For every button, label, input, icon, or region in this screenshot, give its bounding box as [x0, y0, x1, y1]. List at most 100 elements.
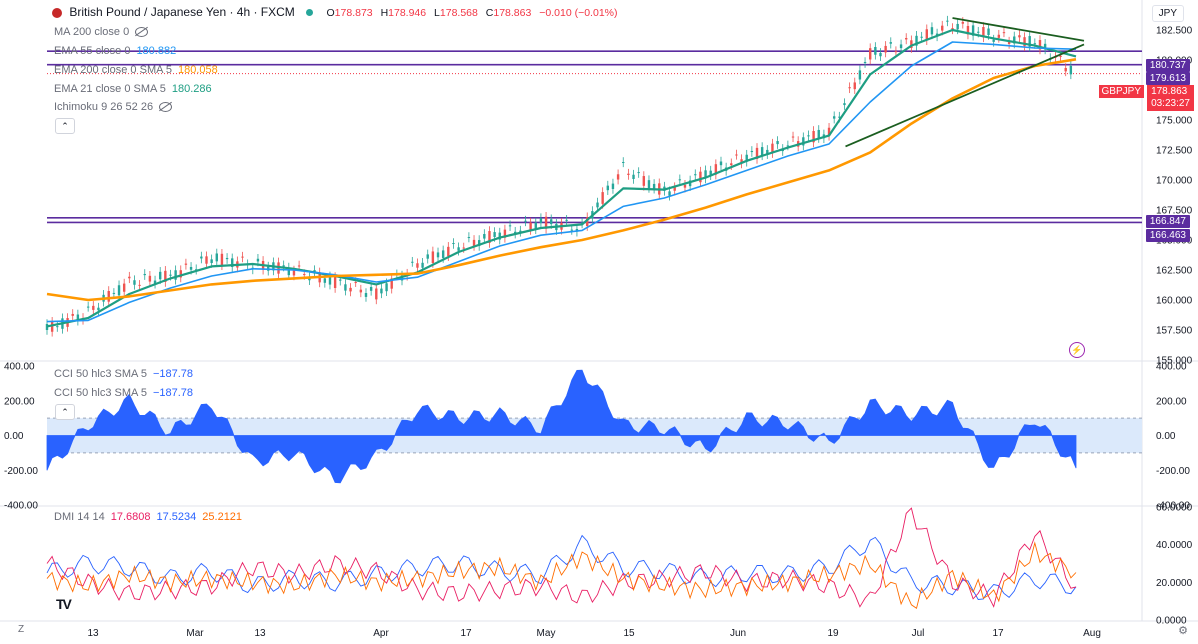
candle-body — [920, 36, 923, 38]
cci-tick-label: -200.00 — [1156, 466, 1190, 477]
time-tick-label: 13 — [87, 628, 99, 639]
candle-body — [519, 230, 522, 232]
gear-icon[interactable]: ⚙ — [1178, 625, 1188, 637]
candle-body — [565, 219, 568, 221]
legend-ema200[interactable]: EMA 200 close 0 SMA 5 180.058 — [54, 64, 218, 76]
candle-body — [179, 270, 182, 278]
candle-body — [225, 257, 229, 260]
candle-body — [858, 70, 862, 80]
candle-body — [241, 256, 244, 258]
candle-body — [622, 162, 625, 164]
candle-body — [308, 277, 311, 281]
legend-cci-1[interactable]: CCI 50 hlc3 SMA 5 −187.78 — [54, 368, 194, 380]
price-tick-label: 167.500 — [1156, 206, 1193, 217]
candle-body — [534, 222, 537, 230]
collapse-legend-button[interactable]: ⌃ — [55, 118, 75, 134]
candle-body — [812, 130, 815, 143]
candle-body — [256, 258, 260, 262]
candle-body — [905, 38, 908, 40]
candle-body — [45, 324, 49, 330]
candle-body — [863, 62, 867, 64]
candle-body — [791, 136, 795, 138]
candle-body — [333, 277, 337, 288]
candle-body — [956, 23, 959, 30]
legend-ema55[interactable]: EMA 55 close 0 180.882 — [54, 45, 177, 57]
time-tick-label: 17 — [460, 628, 472, 639]
dmi-line-2 — [46, 507, 1077, 608]
price-tick-label: 157.500 — [1156, 326, 1193, 337]
candle-body — [467, 237, 471, 239]
time-tick-label: 17 — [992, 628, 1004, 639]
candle-body — [735, 154, 738, 156]
candle-body — [848, 87, 851, 89]
time-tick-label: Mar — [186, 628, 204, 639]
candle-body — [550, 219, 553, 225]
candle-body — [683, 184, 687, 188]
candle-body — [730, 163, 733, 166]
legend-ma200[interactable]: MA 200 close 0 — [54, 26, 149, 38]
legend-ema21[interactable]: EMA 21 close 0 SMA 5 180.286 — [54, 83, 212, 95]
candle-body — [508, 225, 512, 227]
candle-body — [601, 192, 604, 204]
candle-body — [359, 289, 363, 293]
cci-tick-label: 200.00 — [1156, 396, 1187, 407]
candle-body — [930, 27, 934, 35]
candle-body — [71, 313, 74, 316]
candle-body — [282, 265, 285, 267]
candle-body — [899, 44, 903, 49]
legend-cci-2[interactable]: CCI 50 hlc3 SMA 5 −187.78 — [54, 387, 194, 399]
dmi-line-3 — [46, 541, 1077, 610]
candle-body — [524, 220, 527, 222]
candle-body — [745, 154, 748, 162]
candle-body — [1013, 36, 1016, 44]
time-tick-label: Jun — [730, 628, 746, 639]
legend-dmi[interactable]: DMI 14 14 17.6808 17.5234 25.2121 — [54, 511, 243, 523]
price-tick-label: 182.500 — [1156, 26, 1193, 37]
candle-body — [441, 250, 445, 258]
candle-body — [992, 39, 995, 42]
candle-body — [1033, 43, 1037, 45]
cci-area — [46, 369, 1077, 484]
candle-body — [231, 258, 234, 267]
symbol-title[interactable]: British Pound / Japanese Yen · 4h · FXCM — [69, 5, 295, 19]
collapse-cci-legend-button[interactable]: ⌃ — [55, 404, 75, 420]
hidden-eye-icon[interactable] — [135, 27, 149, 38]
candle-body — [488, 231, 491, 243]
candle-body — [884, 45, 887, 53]
candle-body — [1007, 41, 1011, 44]
price-tick-label: 175.000 — [1156, 116, 1193, 127]
candle-body — [709, 170, 712, 176]
timezone-z-button[interactable]: Z — [18, 624, 25, 635]
candle-body — [694, 174, 697, 176]
candle-body — [364, 293, 368, 297]
candle-body — [941, 25, 944, 31]
candle-body — [982, 27, 985, 38]
candle-body — [92, 305, 95, 310]
candle-body — [513, 231, 517, 234]
candle-body — [915, 35, 918, 46]
hidden-eye-icon[interactable] — [159, 102, 173, 113]
candle-body — [668, 191, 671, 196]
candle-body — [86, 306, 90, 308]
candle-body — [107, 291, 110, 302]
candle-body — [699, 171, 702, 183]
candle-body — [776, 141, 779, 145]
candle-body — [493, 232, 496, 237]
dmi-tick-label: 40.0000 — [1156, 540, 1193, 551]
candle-body — [627, 173, 630, 175]
candle-body — [853, 82, 856, 90]
candle-body — [951, 28, 954, 30]
price-tick-label: 160.000 — [1156, 296, 1193, 307]
candle-body — [472, 239, 476, 246]
candle-body — [977, 31, 980, 33]
candle-body — [817, 129, 820, 139]
candle-body — [76, 314, 80, 321]
currency-button[interactable]: JPY — [1151, 5, 1184, 22]
price-tick-label: 155.000 — [1156, 356, 1193, 367]
legend-ichimoku[interactable]: Ichimoku 9 26 52 26 — [54, 101, 173, 113]
lightning-icon[interactable]: ⚡ — [1069, 342, 1085, 358]
price-tick-label: 172.500 — [1156, 146, 1193, 157]
candle-body — [946, 20, 949, 22]
dmi-line-1 — [46, 534, 1077, 600]
